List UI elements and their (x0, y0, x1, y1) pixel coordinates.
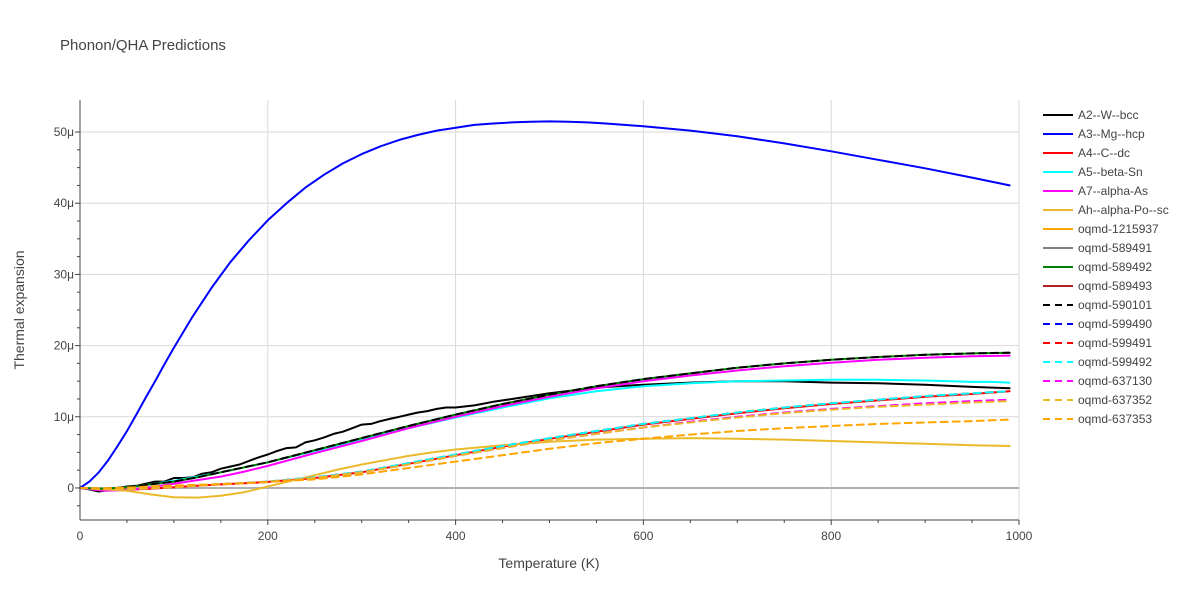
series-line-oqmd-599492 (79, 390, 1011, 491)
legend-item[interactable]: oqmd-589492 (1043, 260, 1152, 274)
legend-item[interactable]: oqmd-589491 (1043, 241, 1152, 255)
x-tick-label: 1000 (1006, 529, 1033, 543)
legend-label: A7--alpha-As (1078, 184, 1148, 198)
legend-item[interactable]: oqmd-637130 (1043, 374, 1152, 388)
legend-item[interactable]: A5--beta-Sn (1043, 165, 1143, 179)
legend-label: A2--W--bcc (1078, 108, 1138, 122)
series-line-Ah--alpha-Po--sc (79, 437, 1011, 499)
legend-label: oqmd-599492 (1078, 355, 1152, 369)
legend-label: oqmd-589491 (1078, 241, 1152, 255)
legend-label: oqmd-1215937 (1078, 222, 1159, 236)
legend-label: oqmd-599491 (1078, 336, 1152, 350)
x-axis-title: Temperature (K) (498, 555, 599, 571)
legend-label: oqmd-599490 (1078, 317, 1152, 331)
legend-label: oqmd-589493 (1078, 279, 1152, 293)
y-tick-label: 50μ (54, 125, 74, 139)
y-axis-title: Thermal expansion (11, 250, 27, 369)
legend-label: oqmd-637130 (1078, 374, 1152, 388)
legend-label: oqmd-589492 (1078, 260, 1152, 274)
x-tick-label: 200 (258, 529, 278, 543)
legend-item[interactable]: oqmd-599490 (1043, 317, 1152, 331)
legend-item[interactable]: A3--Mg--hcp (1043, 127, 1145, 141)
x-tick-label: 600 (633, 529, 653, 543)
series-line-oqmd-637352 (79, 400, 1011, 491)
series-line-oqmd-590101 (79, 351, 1011, 490)
legend-item[interactable]: oqmd-589493 (1043, 279, 1152, 293)
axes: 0 200 400 600 800 1000 0 10μ 20μ 30μ 40μ 50μ (54, 100, 1033, 543)
legend-item[interactable]: oqmd-1215937 (1043, 222, 1159, 236)
legend-label: Ah--alpha-Po--sc (1078, 203, 1169, 217)
series-line-A7--alpha-As (79, 354, 1011, 492)
legend-item[interactable]: A4--C--dc (1043, 146, 1130, 160)
legend-item[interactable]: oqmd-637353 (1043, 412, 1152, 426)
legend[interactable]: A2--W--bcc A3--Mg--hcp A4--C--dc A5--beta-S… (1043, 108, 1169, 426)
legend-label: oqmd-590101 (1078, 298, 1152, 312)
legend-item[interactable]: oqmd-599491 (1043, 336, 1152, 350)
legend-label: A3--Mg--hcp (1078, 127, 1145, 141)
legend-item[interactable]: oqmd-590101 (1043, 298, 1152, 312)
legend-item[interactable]: A2--W--bcc (1043, 108, 1138, 122)
x-tick-label: 0 (77, 529, 84, 543)
legend-item[interactable]: oqmd-637352 (1043, 393, 1152, 407)
plot-area (79, 120, 1011, 499)
x-tick-label: 400 (446, 529, 466, 543)
y-tick-label: 10μ (54, 410, 74, 424)
legend-item[interactable]: A7--alpha-As (1043, 184, 1148, 198)
grid (80, 100, 1020, 520)
y-tick-label: 40μ (54, 196, 74, 210)
legend-item[interactable]: Ah--alpha-Po--sc (1043, 203, 1169, 217)
y-tick-label: 30μ (54, 267, 74, 281)
legend-item[interactable]: oqmd-599492 (1043, 355, 1152, 369)
legend-label: oqmd-637352 (1078, 393, 1152, 407)
y-tick-label: 20μ (54, 339, 74, 353)
series-line-oqmd-637353 (79, 418, 1011, 490)
chart-title: Phonon/QHA Predictions (60, 37, 226, 54)
x-tick-label: 800 (821, 529, 841, 543)
legend-label: A5--beta-Sn (1078, 165, 1143, 179)
y-tick-label: 0 (67, 481, 74, 495)
series-line-A3--Mg--hcp (79, 120, 1011, 489)
legend-label: oqmd-637353 (1078, 412, 1152, 426)
legend-label: A4--C--dc (1078, 146, 1130, 160)
